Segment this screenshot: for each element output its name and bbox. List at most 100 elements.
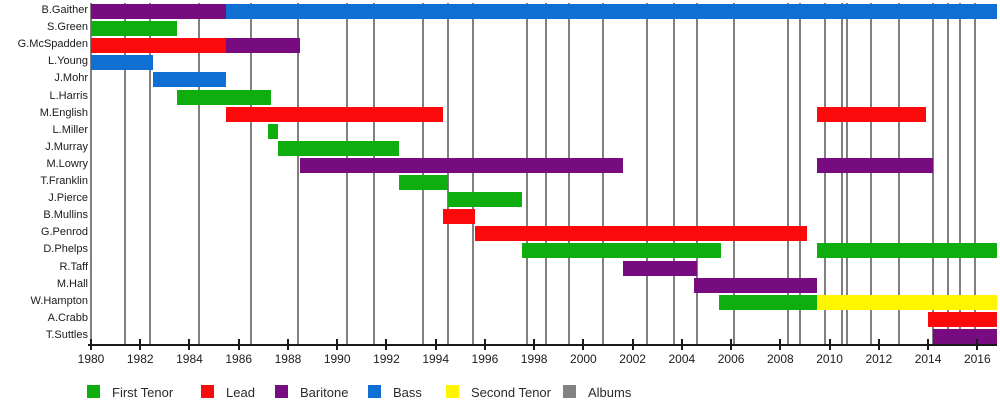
album-release-line: [695, 3, 698, 345]
album-release-line: [823, 3, 826, 345]
legend-label: Lead: [226, 385, 255, 400]
tenure-bar: [928, 311, 997, 327]
member-label: A.Crabb: [47, 311, 88, 324]
x-axis-tick-label: 2008: [766, 352, 794, 366]
legend-label: Bass: [393, 385, 422, 400]
tenure-bar: [226, 106, 444, 122]
member-label: R.Taff: [59, 260, 88, 273]
legend-label: Second Tenor: [471, 385, 551, 400]
x-axis-tick-label: 2006: [717, 352, 745, 366]
x-axis-tick-label: 2000: [570, 352, 597, 366]
x-axis-tick: [237, 339, 240, 350]
tenure-bar: [817, 106, 926, 122]
album-release-line: [471, 3, 474, 345]
member-label: B.Mullins: [43, 209, 88, 222]
tenure-bar: [91, 38, 227, 54]
album-release-line: [545, 3, 548, 345]
x-axis-tick: [286, 339, 289, 350]
x-axis-tick-label: 1996: [471, 352, 499, 366]
album-release-line: [786, 3, 789, 345]
tenure-bar: [91, 55, 153, 71]
album-release-line: [198, 3, 201, 345]
tenure-bar: [91, 21, 178, 37]
x-axis-tick: [434, 339, 437, 350]
x-axis-tick-label: 2010: [816, 352, 843, 366]
tenure-bar: [817, 294, 997, 310]
member-label: M.Hall: [56, 277, 88, 290]
x-axis-tick-label: 2002: [619, 352, 646, 366]
tenure-bar: [622, 260, 697, 276]
album-release-line: [870, 3, 873, 345]
tenure-bar: [226, 4, 997, 20]
album-release-line: [422, 3, 425, 345]
tenure-bar: [817, 157, 933, 173]
album-release-line: [296, 3, 299, 345]
album-release-line: [673, 3, 676, 345]
legend-swatch-baritone: [275, 385, 288, 398]
tenure-bar: [443, 209, 476, 225]
tenure-bar: [718, 294, 818, 310]
x-axis-tick: [877, 339, 880, 350]
x-axis-tick: [90, 339, 92, 350]
legend-item: Baritone: [275, 385, 395, 400]
tenure-bar: [694, 277, 818, 293]
x-axis-tick: [582, 339, 585, 350]
x-axis-tick: [533, 339, 536, 350]
album-release-line: [346, 3, 349, 345]
x-axis-tick-label: 1982: [126, 352, 154, 366]
legend-swatch-bass: [368, 385, 381, 398]
x-axis-tick: [139, 339, 142, 350]
legend-item: Lead: [201, 385, 321, 400]
album-release-line: [959, 3, 962, 345]
member-label: L.Young: [48, 55, 88, 68]
x-axis-tick: [927, 339, 930, 350]
x-axis-tick: [188, 339, 191, 350]
album-release-line: [973, 3, 976, 345]
album-release-line: [373, 3, 376, 345]
album-release-line: [799, 3, 802, 345]
member-label: T.Franklin: [40, 175, 88, 188]
x-axis-tick: [730, 339, 733, 350]
legend-item: First Tenor: [87, 385, 207, 400]
member-label: W.Hampton: [30, 294, 88, 307]
x-axis-tick-label: 1990: [323, 352, 351, 366]
tenure-bar: [447, 192, 522, 208]
member-label: J.Mohr: [54, 72, 88, 85]
x-axis-tick: [828, 339, 831, 350]
tenure-bar: [300, 157, 623, 173]
member-label: J.Pierce: [48, 192, 88, 205]
x-axis-tick-label: 1980: [77, 352, 105, 366]
tenure-bar: [817, 243, 997, 259]
x-axis-tick-label: 2004: [668, 352, 696, 366]
album-release-line: [646, 3, 649, 345]
member-label: J.Murray: [45, 140, 88, 153]
legend-label: Baritone: [300, 385, 349, 400]
x-axis-tick-label: 1984: [176, 352, 203, 366]
legend-label: Albums: [588, 385, 632, 400]
plot-left-border: [90, 3, 92, 345]
x-axis-tick-label: 1988: [274, 352, 302, 366]
x-axis-tick: [779, 339, 782, 350]
member-label: G.Penrod: [40, 226, 88, 239]
album-release-line: [567, 3, 570, 345]
legend-item: Second Tenor: [446, 385, 566, 400]
album-release-line: [250, 3, 253, 345]
member-label: M.Lowry: [46, 157, 88, 170]
x-axis-tick-label: 2016: [963, 352, 991, 366]
album-release-line: [840, 3, 843, 345]
x-axis-tick-label: 1992: [373, 352, 400, 366]
legend-swatch-albums: [563, 385, 576, 398]
member-label: D.Phelps: [43, 243, 88, 256]
x-axis-tick: [976, 339, 979, 350]
tenure-bar: [226, 38, 301, 54]
legend-item: Bass: [368, 385, 488, 400]
x-axis-tick-label: 2014: [914, 352, 942, 366]
legend-label: First Tenor: [112, 385, 174, 400]
album-release-line: [446, 3, 449, 345]
x-axis-tick-label: 1994: [422, 352, 450, 366]
member-label: T.Suttles: [45, 328, 88, 341]
member-label: M.English: [39, 106, 88, 119]
album-release-line: [845, 3, 848, 345]
legend-item: Albums: [563, 385, 683, 400]
